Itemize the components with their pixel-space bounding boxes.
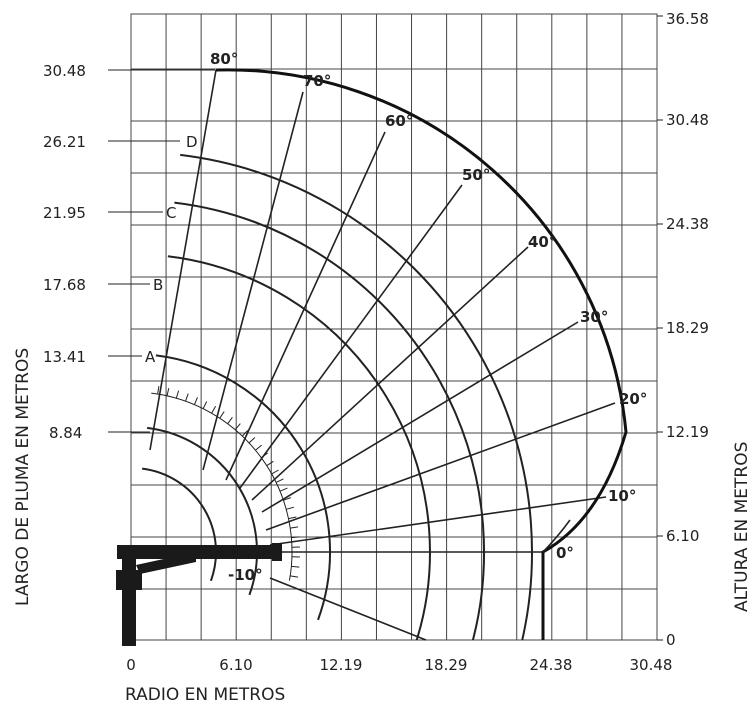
height-tick: 24.38 [666, 215, 709, 233]
working-range-envelope [215, 68, 628, 640]
height-tick: 0 [666, 631, 676, 649]
minimum-boom-hatch [283, 497, 292, 501]
boom-angle-ray [265, 402, 616, 531]
boom-angle-ray [225, 131, 386, 481]
angle-label-60: 60° [385, 112, 413, 130]
boom-length-arc [146, 426, 258, 596]
minimum-boom-hatch [157, 386, 160, 395]
minimum-boom-hatch [227, 417, 233, 424]
angle-label-minus-10: -10° [228, 566, 263, 584]
boom-length-arc [155, 354, 332, 621]
height-tick: 36.58 [666, 10, 709, 28]
boom-angle-ray [269, 496, 607, 546]
radius-tick: 0 [126, 656, 136, 674]
height-scale: 0 6.10 12.19 18.29 24.38 30.48 36.58 [666, 10, 709, 649]
minimum-boom-hatch [291, 565, 300, 568]
boom-angle-ray [149, 69, 217, 451]
radius-tick: 12.19 [320, 656, 363, 674]
radius-tick: 6.10 [219, 656, 252, 674]
right-axis-title: ALTURA EN METROS [732, 442, 752, 612]
minimum-boom-hatch [275, 478, 284, 483]
minimum-boom-hatch [202, 401, 208, 409]
boom-angle-ray [269, 577, 427, 641]
boom-length-arc [141, 467, 217, 582]
angle-label-50: 50° [462, 166, 490, 184]
boom-angle-labels: 80° 70° 60° 50° 40° 30° 20° 10° 0° -10° [210, 50, 647, 584]
angle-label-10: 10° [608, 487, 636, 505]
height-tick: 18.29 [666, 319, 709, 337]
minimum-boom-hatch [234, 423, 241, 431]
radius-scale: 0 6.10 12.19 18.29 24.38 30.48 [126, 656, 672, 674]
angle-label-20: 20° [619, 390, 647, 408]
minimum-boom-hatch [290, 526, 299, 529]
boom-length-tick: 8.84 [49, 424, 82, 442]
boom-section-label-c: C [166, 204, 176, 222]
angle-label-80: 80° [210, 50, 238, 68]
telehandler-machine-icon [116, 543, 282, 646]
boom-length-tick: 17.68 [43, 276, 86, 294]
angle-label-30: 30° [580, 308, 608, 326]
boom-length-tick: 21.95 [43, 204, 86, 222]
left-axis-title: LARGO DE PLUMA EN METROS [13, 348, 33, 606]
minimum-boom-arc [151, 392, 293, 581]
minimum-boom-hatch [266, 460, 274, 467]
minimum-boom-hatch [286, 506, 295, 510]
boom-angle-ray [202, 91, 304, 471]
height-tick: 6.10 [666, 527, 699, 545]
minimum-boom-hatch [271, 469, 279, 475]
boom-length-scale: 30.48 26.21 21.95 17.68 13.41 8.84 D C B… [43, 62, 215, 442]
height-tick: 30.48 [666, 111, 709, 129]
boom-section-label-a: A [145, 348, 156, 366]
minimum-boom-hatch [166, 387, 170, 397]
boom-length-tick: 13.41 [43, 348, 86, 366]
height-tick: 12.19 [666, 423, 709, 441]
grid-border [130, 13, 658, 641]
boom-angle-ray [261, 321, 579, 513]
minimum-boom-hatch [185, 393, 189, 402]
boom-length-arc [180, 153, 533, 640]
minimum-boom-hatch [241, 429, 249, 437]
envelope-outline [215, 68, 628, 640]
radius-tick: 30.48 [630, 656, 673, 674]
boom-length-tick: 26.21 [43, 133, 86, 151]
angle-label-70: 70° [303, 72, 331, 90]
boom-angle-ray [239, 184, 463, 489]
boom-length-tick: 30.48 [43, 62, 86, 80]
boom-angle-ray [251, 246, 529, 501]
boom-section-label-d: D [186, 133, 198, 151]
angle-label-0: 0° [556, 544, 574, 562]
radius-tick: 24.38 [530, 656, 573, 674]
minimum-boom-hatch [290, 575, 299, 578]
x-axis-title: RADIO EN METROS [125, 685, 285, 705]
boom-length-arc [174, 201, 486, 640]
minimum-boom-hatch [279, 487, 288, 492]
minimum-boom-hatch [193, 397, 198, 405]
minimum-boom-hatch [211, 406, 217, 414]
boom-angle-rays [149, 69, 616, 641]
minimum-boom-hatch [291, 536, 300, 539]
radius-tick: 18.29 [425, 656, 468, 674]
minimum-boom-hatch [175, 390, 180, 399]
angle-label-40: 40° [528, 233, 556, 251]
minimum-boom-hatch [288, 516, 297, 520]
minimum-boom-hatch [255, 444, 262, 451]
boom-length-arc [167, 255, 431, 640]
envelope-inner-curve [542, 519, 571, 553]
minimum-boom-hatch [248, 437, 256, 444]
boom-section-label-b: B [153, 276, 163, 294]
boom-length-arcs [141, 153, 533, 640]
minimum-boom-hatch [219, 411, 225, 419]
